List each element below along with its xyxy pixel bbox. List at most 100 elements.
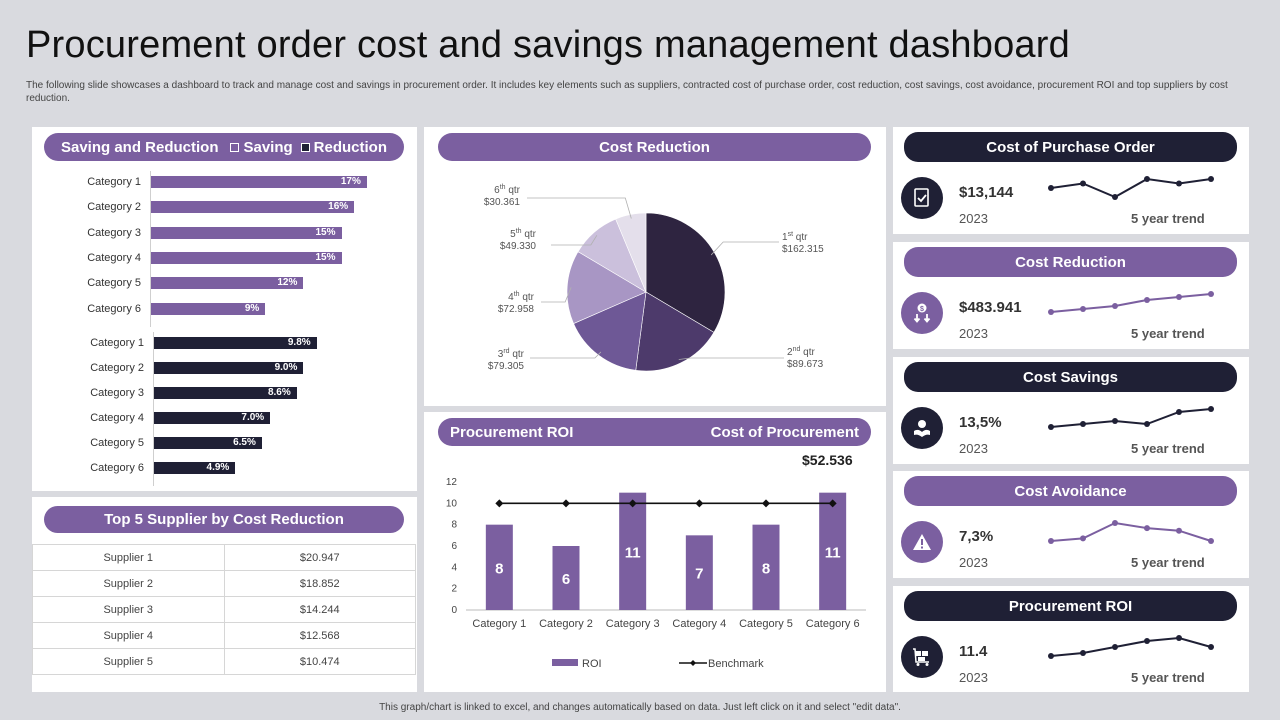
document-check-icon <box>901 177 943 219</box>
sparkline-point <box>1208 406 1214 412</box>
kpi-card: Procurement ROI 11.4 2023 5 year trend <box>893 586 1249 692</box>
procurement-roi-panel: Procurement ROI Cost of Procurement $52.… <box>424 412 886 692</box>
sparkline-point <box>1048 309 1054 315</box>
kpi-year: 2023 <box>959 211 988 226</box>
supplier-value-cell: $12.568 <box>223 622 416 649</box>
saving-bar: 16% <box>151 201 355 214</box>
sparkline-point <box>1176 635 1182 641</box>
pie-slice-value: $30.361 <box>484 197 521 208</box>
sparkline-point <box>1080 421 1086 427</box>
pie-leader-line <box>551 235 598 246</box>
sparkline-point <box>1176 527 1182 534</box>
bar-category-label: Category 2 <box>87 201 141 214</box>
sparkline-point <box>1144 176 1150 182</box>
page-subtitle: The following slide showcases a dashboar… <box>26 80 1228 104</box>
svg-text:$: $ <box>920 306 924 313</box>
table-row: Supplier 4 $12.568 <box>32 622 416 649</box>
pie-slice-name: 1st qtr <box>782 231 808 243</box>
pie-slice-name: 4th qtr <box>508 291 535 303</box>
kpi-year: 2023 <box>959 670 988 685</box>
kpi-card: Cost Savings 13,5% 2023 5 year trend <box>893 357 1249 464</box>
bar-category-label: Category 2 <box>90 362 144 374</box>
reduction-bar: 9.0% <box>154 362 304 374</box>
kpi-value: 11.4 <box>959 643 988 660</box>
sparkline-point <box>1080 306 1086 312</box>
roi-bar <box>619 492 647 610</box>
y-tick-label: 4 <box>451 562 457 573</box>
sparkline-path <box>1050 636 1212 657</box>
bar-category-label: Category 1 <box>90 337 144 349</box>
x-category-label: Category 5 <box>739 618 793 630</box>
supplier-value-cell: $18.852 <box>223 570 416 597</box>
bar-axis-line <box>153 332 154 486</box>
roi-bar-value: 11 <box>825 544 841 561</box>
sparkline-point <box>1048 653 1054 659</box>
kpi-year: 2023 <box>959 326 988 341</box>
kpi-trend-label: 5 year trend <box>1131 555 1205 570</box>
sparkline-point <box>1144 525 1150 532</box>
x-category-label: Category 2 <box>539 618 593 630</box>
pie-slice-name: 6th qtr <box>494 184 521 196</box>
supplier-name-cell: Supplier 3 <box>32 596 225 623</box>
money-down-icon: $ <box>901 292 943 334</box>
kpi-sparkline <box>1048 176 1214 200</box>
sparkline-point <box>1112 194 1118 200</box>
benchmark-marker <box>562 499 570 508</box>
kpi-value: $483.941 <box>959 299 1022 316</box>
sparkline-point <box>1080 535 1086 542</box>
kpi-title: Cost Reduction <box>904 247 1237 277</box>
x-category-label: Category 4 <box>672 618 726 630</box>
supplier-value-cell: $14.244 <box>223 596 416 623</box>
benchmark-marker <box>762 499 770 508</box>
benchmark-marker <box>828 499 837 508</box>
y-tick-label: 6 <box>451 541 457 552</box>
benchmark-marker <box>695 499 704 508</box>
kpi-year: 2023 <box>959 441 988 456</box>
supplier-name-cell: Supplier 1 <box>32 544 225 571</box>
sparkline-path <box>1050 177 1212 199</box>
benchmark-marker <box>495 499 504 508</box>
pie-slice-name: 3rd qtr <box>498 348 525 360</box>
saving-legend-label: Saving <box>243 138 293 156</box>
warning-icon <box>901 521 943 563</box>
kpi-title: Cost Avoidance <box>904 476 1237 506</box>
cost-reduction-panel: Cost Reduction 1st qtr $162.315 2nd qtr $89… <box>424 127 886 406</box>
sparkline-point <box>1080 650 1086 656</box>
kpi-value: $13,144 <box>959 184 1014 201</box>
x-category-label: Category 6 <box>806 618 860 630</box>
saving-bar: 9% <box>151 302 266 315</box>
x-category-label: Category 1 <box>472 618 526 630</box>
cost-of-procurement-title: Cost of Procurement <box>710 423 859 441</box>
y-tick-label: 12 <box>446 477 458 488</box>
sparkline-point <box>1080 180 1086 187</box>
table-row: Supplier 2 $18.852 <box>32 570 416 597</box>
supplier-value-cell: $20.947 <box>223 544 416 571</box>
legend-benchmark-label: Benchmark <box>708 658 764 670</box>
procurement-roi-title: Procurement ROI <box>450 423 574 441</box>
reduction-bar: 9.8% <box>154 337 317 349</box>
reduction-legend-label: Reduction <box>313 138 388 156</box>
pie-slice-name: 2nd qtr <box>787 346 815 358</box>
sparkline-point <box>1144 297 1150 303</box>
page-title: Procurement order cost and savings manag… <box>26 24 1070 66</box>
roi-bar <box>819 492 847 610</box>
legend-roi-label: ROI <box>582 658 602 670</box>
top-suppliers-header: Top 5 Supplier by Cost Reduction <box>44 506 404 533</box>
pie-slice-value: $79.305 <box>488 361 525 372</box>
kpi-value: 13,5% <box>959 414 1002 431</box>
pie-leader-line <box>527 197 632 219</box>
sparkline-point <box>1112 303 1118 309</box>
pie-slice-value: $49.330 <box>500 241 537 252</box>
reduction-bar: 6.5% <box>154 437 262 449</box>
sparkline-point <box>1048 424 1054 430</box>
pie-slice-value: $162.315 <box>782 244 824 255</box>
bar-category-label: Category 6 <box>87 302 141 315</box>
sparkline-point <box>1208 538 1214 544</box>
kpi-title: Cost Savings <box>904 362 1237 392</box>
saving-legend-swatch <box>230 142 240 152</box>
sparkline-path <box>1050 293 1212 313</box>
benchmark-marker <box>628 499 637 508</box>
roi-bar <box>485 524 513 610</box>
saving-bar: 15% <box>151 251 342 264</box>
procurement-roi-chart: 0 2 4 6 8 10 12 8 Category 1 6 Category 2 11 Categor… <box>446 477 866 670</box>
